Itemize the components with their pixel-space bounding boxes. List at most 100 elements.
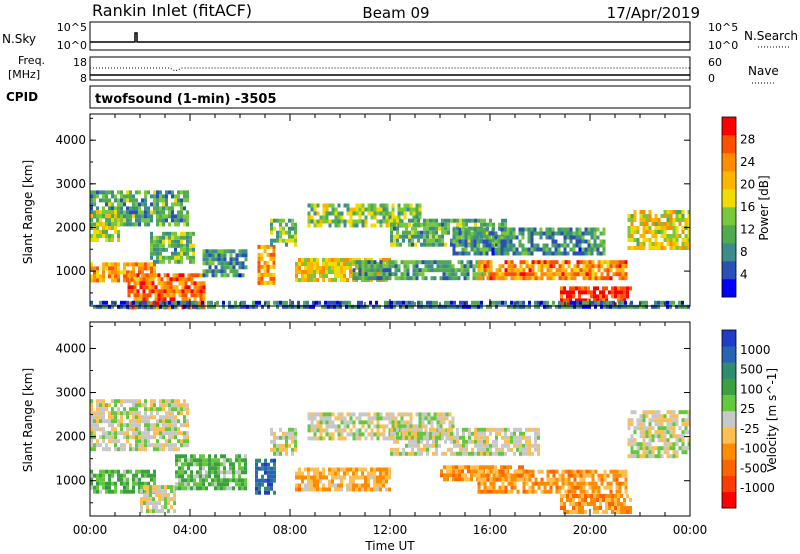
velocity-cell (193, 474, 196, 479)
power-cell (501, 300, 504, 305)
power-cell (504, 272, 508, 277)
velocity-cell (573, 489, 577, 494)
power-cell (483, 268, 487, 273)
power-cell (433, 268, 437, 273)
power-cell (379, 260, 383, 265)
power-cell (153, 262, 156, 267)
velocity-cell (572, 498, 575, 502)
velocity-cell (630, 450, 634, 455)
velocity-cell (382, 483, 385, 488)
power-cell (554, 239, 558, 244)
power-cell (421, 268, 425, 273)
power-cell (393, 238, 396, 243)
power-cell (420, 222, 423, 227)
velocity-cell (270, 447, 273, 452)
power-cell (423, 238, 426, 243)
power-colorbar-label: Power [dB] (757, 175, 771, 240)
power-cell (503, 243, 507, 248)
power-cell (266, 280, 270, 285)
power-cell (390, 234, 393, 239)
velocity-cell (451, 420, 455, 425)
power-cell (579, 272, 583, 277)
power-cell (480, 304, 483, 309)
velocity-cell (621, 473, 625, 478)
power-cell (432, 226, 435, 231)
velocity-cell (174, 431, 177, 436)
power-cell (177, 259, 180, 264)
power-cell (498, 276, 502, 281)
power-cell (93, 230, 96, 234)
velocity-cell (376, 479, 379, 484)
velocity-cell (666, 426, 670, 431)
velocity-cell (534, 435, 537, 440)
velocity-cell (567, 481, 571, 486)
power-cell (458, 231, 462, 236)
power-cell (153, 259, 156, 264)
power-cell (334, 258, 337, 262)
power-cell (111, 238, 114, 242)
velocity-cell (569, 510, 572, 514)
power-cell (150, 214, 153, 219)
velocity-cell (168, 419, 171, 424)
velocity-cell (135, 423, 138, 428)
power-cell (175, 277, 179, 282)
power-cell (540, 276, 544, 281)
power-cell (501, 222, 504, 227)
velocity-cell (543, 489, 547, 494)
power-cell (551, 227, 555, 232)
power-cell (590, 247, 594, 252)
velocity-cell (174, 427, 177, 432)
velocity-cell (432, 427, 435, 432)
power-cell (349, 207, 353, 212)
power-cell (456, 238, 459, 243)
velocity-cell (334, 487, 337, 492)
velocity-cell (340, 475, 343, 480)
power-cell (328, 258, 331, 262)
power-cell (114, 226, 117, 230)
power-cell (288, 304, 291, 309)
velocity-cell (608, 506, 611, 510)
power-cell (452, 247, 456, 252)
velocity-cell (382, 436, 386, 441)
power-cell (432, 230, 435, 235)
velocity-cell (669, 422, 673, 427)
power-cell (269, 272, 273, 277)
velocity-cell (442, 420, 446, 425)
velocity-cell (123, 431, 126, 436)
power-cell (599, 239, 603, 244)
velocity-cell (352, 487, 355, 492)
velocity-cell (467, 465, 470, 470)
power-cell (266, 252, 270, 257)
power-cell (591, 272, 595, 277)
power-cell (117, 202, 120, 207)
power-cell (189, 247, 192, 252)
power-cell (657, 222, 661, 226)
velocity-cell (180, 407, 183, 412)
velocity-cell (609, 489, 613, 494)
velocity-cell (495, 451, 498, 456)
velocity-cell (510, 435, 513, 440)
velocity-cell (270, 431, 273, 436)
velocity-cell (540, 477, 544, 482)
velocity-cell (593, 494, 596, 498)
power-cell (273, 226, 276, 231)
velocity-cell (174, 407, 177, 412)
power-cell (442, 268, 446, 273)
nsky-tick-bottom: 10^0 (57, 39, 87, 52)
power-cell (105, 202, 108, 207)
power-cell (217, 249, 221, 254)
velocity-cell (146, 489, 149, 494)
velocity-cell (609, 481, 613, 486)
velocity-cell (519, 473, 523, 478)
velocity-cell (576, 481, 580, 486)
velocity-cell (364, 428, 368, 433)
power-cell (385, 223, 389, 228)
velocity-cell (684, 410, 688, 415)
power-cell (361, 219, 365, 224)
velocity-cell (123, 473, 126, 478)
velocity-cell (340, 420, 344, 425)
velocity-cell (291, 447, 294, 452)
velocity-cell (220, 470, 223, 475)
velocity-cell (153, 415, 156, 420)
power-cell (390, 300, 393, 305)
